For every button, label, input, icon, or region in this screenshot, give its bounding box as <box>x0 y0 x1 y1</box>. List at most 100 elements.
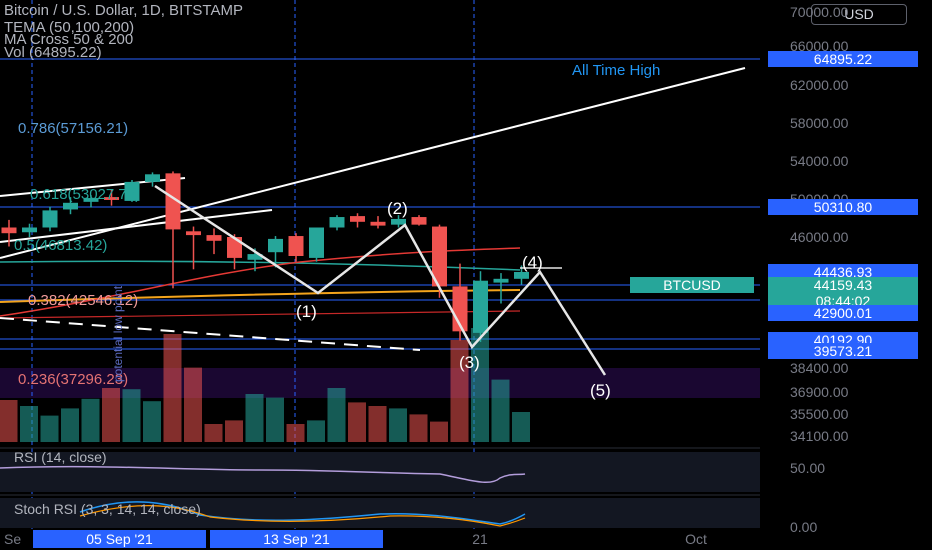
ma-cross-legend[interactable]: MA Cross 50 & 200 <box>4 31 134 48</box>
price-axis-tick: 34100.00 <box>790 428 849 444</box>
candle-body[interactable] <box>22 227 37 233</box>
price-axis-tick: 58000.00 <box>790 115 849 131</box>
candle-body[interactable] <box>124 181 140 201</box>
candle-body[interactable] <box>145 174 160 182</box>
price-axis-tick: 35500.00 <box>790 406 849 422</box>
rsi-line <box>0 465 526 484</box>
elliott-wave-path[interactable] <box>154 184 607 376</box>
candle-body[interactable] <box>165 173 181 230</box>
candle-body[interactable] <box>391 218 406 225</box>
potential-low-annotation: potential low point <box>111 285 125 382</box>
volume-bar <box>512 412 530 442</box>
fib-382-label: 0.382(42546.12) <box>28 292 139 309</box>
volume-bar <box>286 424 305 442</box>
stoch-legend[interactable]: Stoch RSI (3, 3, 14, 14, close) <box>14 501 201 517</box>
x-date-label-1[interactable]: 05 Sep '21 <box>33 530 206 548</box>
candle-body[interactable] <box>493 278 509 283</box>
dashed-support-line[interactable] <box>0 317 421 351</box>
volume-bar <box>450 340 469 442</box>
x-axis-edge-label: Se <box>4 531 22 547</box>
fib-786-label: 0.786(57156.21) <box>18 120 129 137</box>
candle-body[interactable] <box>268 238 283 253</box>
price-axis-tick: 46000.00 <box>790 229 849 245</box>
candle-body[interactable] <box>227 237 242 258</box>
x-date-label-2[interactable]: 13 Sep '21 <box>210 530 383 548</box>
candle-body[interactable] <box>186 231 201 236</box>
volume-bar <box>163 334 182 442</box>
candle-body[interactable] <box>350 216 365 222</box>
volume-bar <box>61 408 79 442</box>
fib-5-label: 0.5(46813.42) <box>14 237 108 254</box>
volume-legend[interactable]: Vol (64895.22) <box>4 44 102 61</box>
level-b-price-label[interactable]: 42900.01 <box>768 305 918 321</box>
ath-price-label[interactable]: 64895.22 <box>768 51 918 67</box>
wave-1-label: (1) <box>296 302 317 321</box>
volume-bar <box>430 421 448 442</box>
stoch-pane <box>0 498 760 528</box>
btcusd-tag[interactable]: BTCUSD <box>630 277 754 293</box>
price-axis-tick: 66000.00 <box>790 38 849 54</box>
candle-body[interactable] <box>247 254 263 260</box>
candle-body[interactable] <box>104 197 119 200</box>
volume-bars <box>0 328 530 442</box>
candle-body[interactable] <box>206 235 222 241</box>
rising-trendline[interactable] <box>0 67 746 259</box>
volume-bar <box>204 424 223 442</box>
wave-2-label: (2) <box>387 199 408 218</box>
candle-body[interactable] <box>42 210 58 228</box>
candle-body[interactable] <box>288 236 304 256</box>
level-a-price-label[interactable]: 44436.93 <box>768 264 918 280</box>
wave-3-label: (3) <box>459 353 480 372</box>
volume-bar <box>491 379 510 442</box>
level-d-price-label[interactable]: 39573.21 <box>768 343 918 359</box>
candle-body[interactable] <box>370 221 386 226</box>
rsi-tick: 50.00 <box>790 460 826 476</box>
volume-bar <box>327 388 346 442</box>
volume-bar <box>102 388 120 442</box>
candle-body[interactable] <box>309 227 324 258</box>
candle-body[interactable] <box>83 198 99 202</box>
candle-body[interactable] <box>432 226 447 287</box>
candle-body[interactable] <box>514 271 529 279</box>
stoch-k-line <box>79 501 526 525</box>
volume-bar <box>307 420 325 442</box>
volume-bar <box>266 397 284 442</box>
currency-button[interactable]: USD <box>811 4 907 25</box>
fib-236-label: 0.236(37296.23) <box>18 371 129 388</box>
price-axis-tick: 70000.00 <box>790 4 849 20</box>
volume-bar <box>0 400 18 442</box>
stoch-d-line <box>79 505 526 527</box>
volume-bar <box>122 389 141 442</box>
volume-bar <box>81 398 100 442</box>
volume-bar <box>409 414 428 442</box>
candle-body[interactable] <box>473 280 488 333</box>
x-tick-21: 21 <box>472 531 488 547</box>
volume-bar <box>368 406 387 442</box>
volume-legend-label: Vol <box>4 44 25 61</box>
tema-legend[interactable]: TEMA (50,100,200) <box>4 19 135 36</box>
candle-body[interactable] <box>329 217 345 228</box>
fib-618-label: 0.618(53027.73) <box>30 186 141 203</box>
candle-body[interactable] <box>1 227 17 234</box>
wave-4-label: (4) <box>522 253 543 272</box>
candle-body[interactable] <box>63 202 78 210</box>
last-price-label[interactable]: 44159.43 08:44:02 <box>768 277 918 309</box>
last-price: 44159.43 <box>813 277 873 293</box>
price-axis-tick: 62000.00 <box>790 77 849 93</box>
candle-body[interactable] <box>411 217 427 225</box>
rsi-legend[interactable]: RSI (14, close) <box>14 449 107 465</box>
price-axis-tick: 54000.00 <box>790 153 849 169</box>
price-axis-tick: 38400.00 <box>790 360 849 376</box>
volume-bar <box>389 408 407 442</box>
volume-legend-value: (64895.22) <box>29 44 102 61</box>
volume-bar <box>40 415 59 442</box>
volume-bar <box>184 367 202 442</box>
volume-bar <box>20 406 38 442</box>
x-tick-oct: Oct <box>685 531 707 547</box>
volume-bar <box>143 401 161 442</box>
volume-bar <box>471 328 489 442</box>
stoch-tick: 0.00 <box>790 519 818 535</box>
channel-bottom-line[interactable] <box>0 209 273 243</box>
resistance-price-label[interactable]: 50310.80 <box>768 199 918 215</box>
symbol-title[interactable]: Bitcoin / U.S. Dollar, 1D, BITSTAMP <box>4 2 243 19</box>
